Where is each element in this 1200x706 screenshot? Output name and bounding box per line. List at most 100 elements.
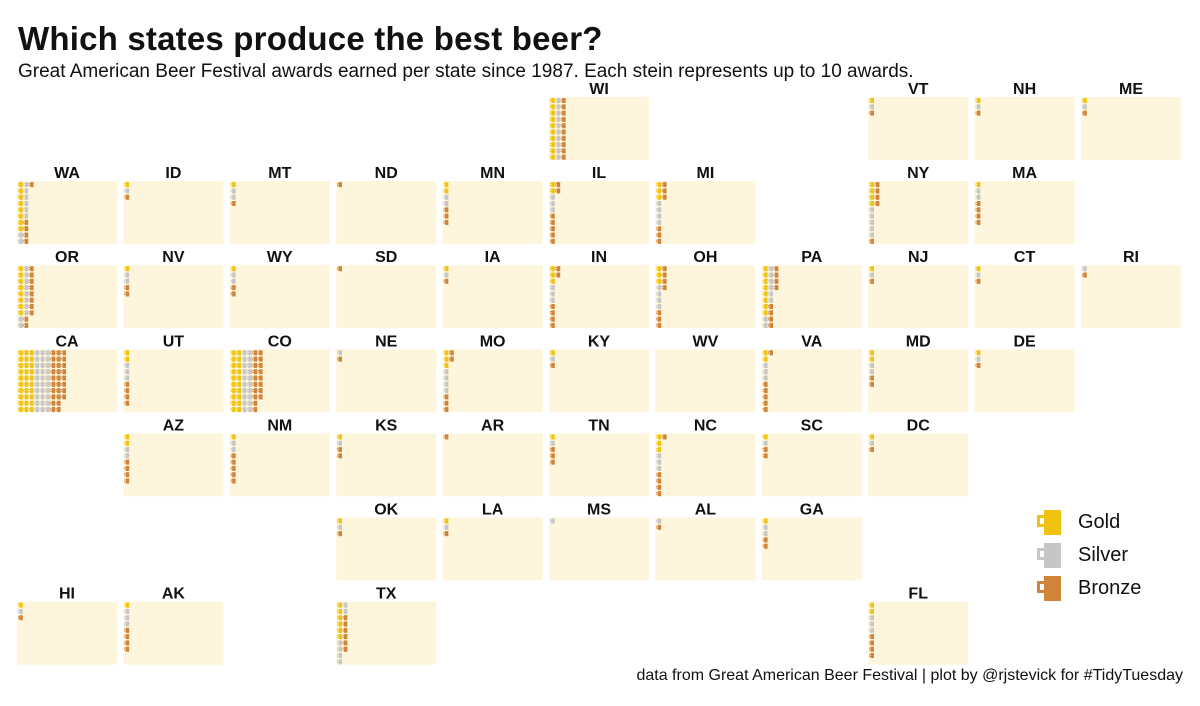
silver-stein-mark — [241, 375, 247, 381]
silver-stein-mark — [555, 123, 561, 129]
bronze-stein-mark — [124, 465, 130, 471]
bronze-stein-mark — [449, 350, 454, 356]
silver-stein-mark — [1082, 266, 1087, 272]
tile-background — [868, 349, 969, 413]
tile-background — [17, 265, 117, 329]
state-label: NJ — [908, 249, 928, 266]
bronze-stein-icon — [1037, 576, 1061, 601]
bronze-stein-mark — [61, 394, 66, 400]
tile-background — [761, 433, 862, 497]
legend-label-silver: Silver — [1078, 544, 1129, 566]
gold-stein-mark — [28, 369, 34, 375]
bronze-stein-mark — [869, 646, 874, 652]
bronze-stein-mark — [124, 459, 130, 465]
bronze-stein-mark — [869, 375, 874, 381]
bronze-stein-mark — [55, 356, 61, 362]
bronze-stein-mark — [124, 291, 130, 297]
state-label: IA — [485, 249, 501, 266]
silver-stein-mark — [39, 407, 45, 413]
gold-stein-mark — [124, 434, 130, 440]
gold-legend-stein — [1037, 510, 1061, 535]
silver-stein-mark — [247, 375, 252, 381]
silver-stein-mark — [18, 232, 23, 238]
silver-stein-mark — [23, 182, 29, 188]
gold-stein-mark — [337, 621, 342, 627]
bronze-stein-mark — [252, 394, 258, 400]
gold-stein-mark — [230, 394, 236, 400]
state-label: ND — [375, 165, 398, 182]
bronze-stein-mark — [61, 369, 66, 375]
state-tile-or: OR — [17, 249, 117, 329]
silver-stein-mark — [762, 440, 768, 446]
silver-stein-mark — [443, 194, 449, 200]
bronze-stein-mark — [656, 310, 662, 316]
bronze-stein-mark — [257, 381, 263, 387]
bronze-stein-mark — [975, 110, 981, 116]
gold-stein-mark — [23, 388, 29, 394]
bronze-stein-mark — [1082, 110, 1087, 116]
bronze-stein-mark — [874, 201, 880, 207]
silver-stein-mark — [337, 524, 342, 530]
bronze-stein-mark — [257, 394, 263, 400]
gold-stein-mark — [550, 434, 555, 440]
gold-stein-mark — [550, 116, 555, 122]
gold-stein-mark — [869, 356, 874, 362]
state-label: MI — [697, 165, 715, 182]
silver-stein-mark — [23, 188, 29, 194]
gold-stein-mark — [18, 207, 23, 213]
bronze-stein-mark — [762, 407, 768, 413]
gold-stein-mark — [337, 518, 342, 524]
bronze-stein-mark — [55, 369, 61, 375]
bronze-stein-mark — [656, 232, 662, 238]
bronze-stein-mark — [230, 285, 236, 291]
silver-stein-mark — [337, 440, 342, 446]
state-tile-tn: TN — [549, 417, 649, 497]
bronze-stein-mark — [661, 194, 667, 200]
silver-stein-mark — [869, 440, 874, 446]
state-tile-hi: HI — [17, 586, 117, 665]
silver-stein-mark — [45, 400, 50, 406]
tile-background — [442, 433, 543, 497]
silver-stein-mark — [241, 362, 247, 368]
bronze-stein-mark — [61, 356, 66, 362]
gold-stein-mark — [236, 400, 241, 406]
silver-stein-mark — [39, 350, 45, 356]
gold-stein-mark — [550, 266, 555, 272]
silver-stein-mark — [39, 388, 45, 394]
state-label: MA — [1012, 165, 1037, 182]
gold-stein-mark — [236, 375, 241, 381]
gold-stein-mark — [18, 362, 23, 368]
bronze-stein-mark — [28, 297, 34, 303]
state-tile-tx: TX — [336, 586, 437, 665]
silver-stein-mark — [45, 369, 50, 375]
gold-stein-mark — [18, 297, 23, 303]
gold-stein-mark — [230, 369, 236, 375]
gold-stein-mark — [18, 182, 23, 188]
state-tile-sc: SC — [761, 417, 862, 497]
gold-stein-mark — [18, 266, 23, 272]
state-label: UT — [163, 333, 185, 350]
state-label: CT — [1014, 249, 1036, 266]
bronze-stein-mark — [550, 362, 555, 368]
gold-stein-mark — [18, 356, 23, 362]
bronze-stein-mark — [550, 219, 555, 225]
silver-stein-mark — [975, 356, 981, 362]
gold-stein-mark — [18, 188, 23, 194]
silver-stein-mark — [656, 459, 662, 465]
tile-background — [229, 433, 330, 497]
bronze-stein-mark — [23, 238, 29, 244]
bronze-stein-mark — [874, 182, 880, 188]
bronze-stein-mark — [443, 213, 449, 219]
state-label: LA — [482, 502, 504, 519]
silver-stein-mark — [34, 375, 39, 381]
state-tile-nh: NH — [974, 81, 1075, 160]
tile-background — [549, 433, 649, 497]
silver-stein-mark — [230, 447, 236, 453]
bronze-stein-mark — [869, 634, 874, 640]
gold-stein-mark — [236, 407, 241, 413]
gold-stein-mark — [550, 129, 555, 135]
silver-stein-mark — [869, 207, 874, 213]
bronze-stein-mark — [28, 182, 34, 188]
silver-stein-mark — [337, 646, 342, 652]
silver-stein-mark — [124, 447, 130, 453]
